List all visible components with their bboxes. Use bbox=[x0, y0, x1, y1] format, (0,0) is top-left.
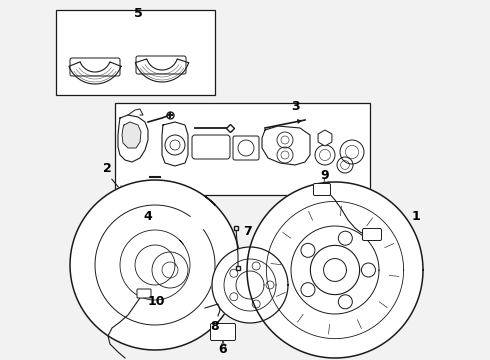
Polygon shape bbox=[135, 59, 189, 82]
Circle shape bbox=[70, 180, 240, 350]
Text: 7: 7 bbox=[243, 225, 252, 238]
Polygon shape bbox=[69, 62, 121, 84]
Text: 3: 3 bbox=[291, 100, 299, 113]
FancyBboxPatch shape bbox=[70, 58, 120, 76]
Bar bbox=[56, 10, 215, 95]
Circle shape bbox=[212, 247, 288, 323]
Text: 5: 5 bbox=[134, 7, 143, 20]
FancyBboxPatch shape bbox=[136, 56, 186, 74]
Text: 2: 2 bbox=[102, 162, 111, 175]
Text: 6: 6 bbox=[219, 343, 227, 356]
Text: 10: 10 bbox=[148, 295, 166, 308]
Polygon shape bbox=[262, 126, 310, 165]
Text: 9: 9 bbox=[320, 169, 329, 182]
Polygon shape bbox=[118, 115, 148, 162]
Text: 8: 8 bbox=[211, 320, 220, 333]
Polygon shape bbox=[122, 122, 141, 148]
Text: 4: 4 bbox=[144, 210, 152, 223]
FancyBboxPatch shape bbox=[137, 289, 151, 298]
FancyBboxPatch shape bbox=[363, 229, 382, 240]
FancyBboxPatch shape bbox=[192, 135, 230, 159]
Circle shape bbox=[247, 182, 423, 358]
Text: 1: 1 bbox=[412, 210, 421, 223]
Bar bbox=[115, 103, 370, 195]
Polygon shape bbox=[162, 122, 188, 166]
FancyBboxPatch shape bbox=[211, 324, 236, 341]
FancyBboxPatch shape bbox=[314, 184, 330, 195]
FancyBboxPatch shape bbox=[233, 136, 259, 160]
